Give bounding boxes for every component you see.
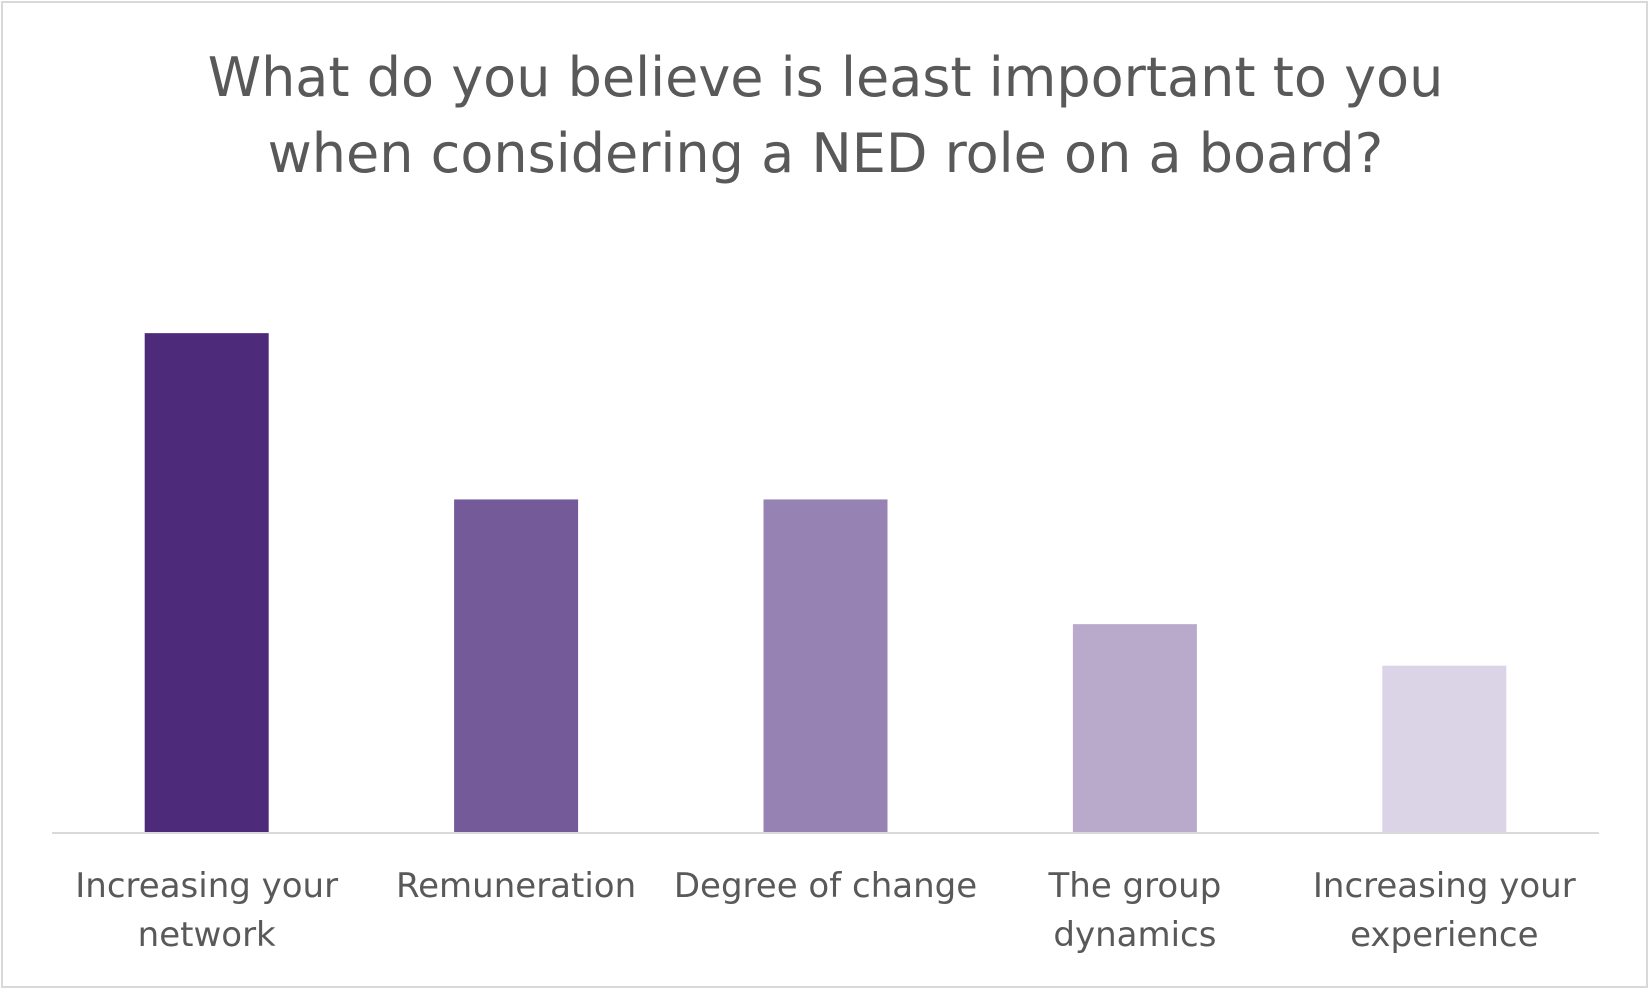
x-tick-label-2-line-1: Remuneration (396, 866, 636, 906)
x-tick-label-3: Degree of change (674, 866, 977, 906)
chart-title-line-1: What do you believe is least important t… (207, 46, 1444, 109)
x-tick-label-5: Increasing your experience (1313, 866, 1576, 955)
bar-3 (763, 499, 888, 832)
x-tick-label-1-line-2: network (138, 915, 276, 955)
x-tick-label-3-line-1: Degree of change (674, 866, 977, 906)
x-tick-label-1-line-1: Increasing your (75, 866, 338, 906)
x-tick-label-2: Remuneration (396, 866, 636, 906)
x-tick-label-1: Increasing your network (75, 866, 338, 955)
x-tick-label-5-line-1: Increasing your (1313, 866, 1576, 906)
bar-5 (1382, 665, 1507, 832)
bar-2 (454, 499, 579, 832)
chart-title-line-2: when considering a NED role on a board? (267, 122, 1384, 185)
x-tick-label-4: The group dynamics (1048, 866, 1222, 955)
chart-title: What do you believe is least important t… (0, 40, 1651, 192)
bar-1 (144, 333, 269, 832)
x-tick-label-4-line-2: dynamics (1053, 915, 1216, 955)
bar-4 (1072, 624, 1197, 832)
x-tick-label-5-line-2: experience (1350, 915, 1538, 955)
x-tick-label-4-line-1: The group (1048, 866, 1222, 906)
